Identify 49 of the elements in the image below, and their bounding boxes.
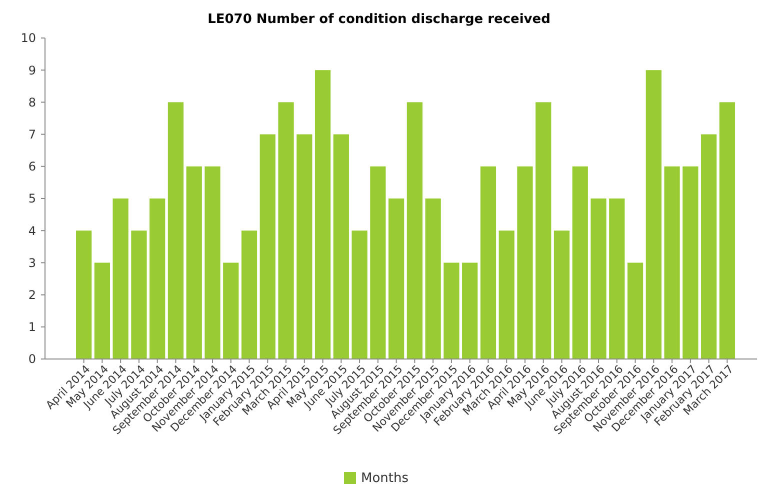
y-tick-label: 0 [28, 352, 36, 366]
bar [76, 230, 92, 359]
bar [480, 166, 496, 359]
bar [278, 102, 294, 359]
bar [112, 198, 128, 359]
y-tick-label: 3 [28, 256, 36, 270]
bar [314, 70, 331, 359]
bar [425, 198, 441, 359]
bar [406, 102, 423, 359]
bar [554, 230, 570, 359]
y-tick-label: 1 [28, 320, 36, 334]
bar [536, 102, 552, 359]
bar [609, 198, 625, 359]
bar [296, 134, 312, 359]
bar [186, 166, 202, 359]
y-tick-label: 9 [28, 63, 36, 78]
y-tick-label: 6 [28, 160, 36, 174]
y-tick-label: 7 [28, 128, 36, 142]
bar [223, 262, 239, 359]
bar [572, 166, 588, 359]
bar [444, 262, 460, 359]
bar [94, 262, 110, 359]
bar [168, 102, 184, 359]
y-tick-label: 8 [28, 95, 36, 110]
bar [352, 230, 368, 359]
bar [204, 166, 220, 359]
bar [719, 102, 735, 359]
bar [388, 198, 404, 359]
bar [462, 262, 478, 359]
bar [646, 70, 662, 359]
bar [131, 230, 147, 359]
bar [627, 262, 644, 359]
bar [260, 134, 276, 359]
y-tick-label: 5 [28, 192, 36, 206]
y-tick-label: 4 [28, 224, 36, 238]
y-tick-label: 10 [20, 31, 36, 46]
chart-title: LE070 Number of condition discharge received [208, 12, 550, 27]
bar [241, 230, 258, 359]
y-tick-label: 2 [28, 288, 36, 302]
bar [590, 198, 606, 359]
bar [370, 166, 386, 359]
bar [517, 166, 533, 359]
bar [333, 134, 349, 359]
bar [150, 198, 166, 359]
bar [682, 166, 698, 359]
legend-label: Months [361, 471, 409, 486]
bar [498, 230, 514, 359]
bar [700, 134, 717, 359]
bar [664, 166, 680, 359]
